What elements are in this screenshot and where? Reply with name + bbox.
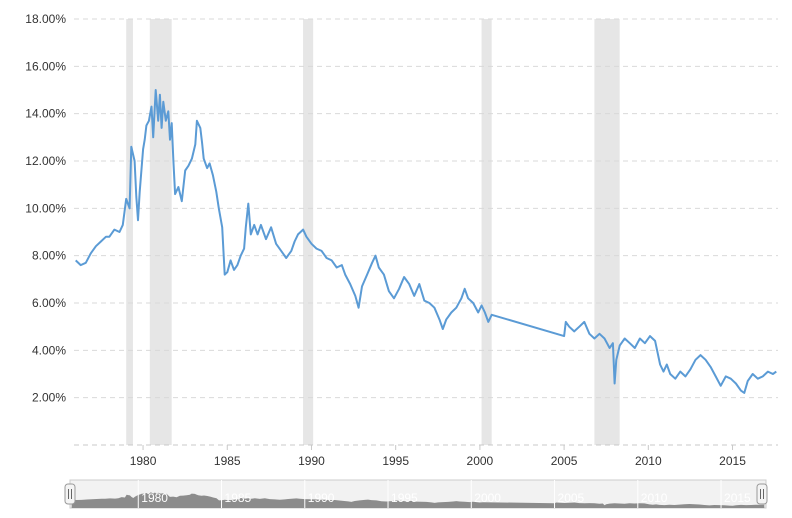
y-tick-label: 10.00%: [25, 201, 66, 215]
series-line: [75, 89, 777, 394]
navigator-right-handle[interactable]: [756, 483, 768, 505]
x-tick-label: 2005: [551, 454, 578, 468]
recession-band: [149, 19, 172, 445]
series-group: [75, 89, 777, 394]
recession-band: [126, 19, 133, 445]
navigator-left-handle[interactable]: [64, 483, 76, 505]
navigator-tick-label: 1980: [141, 491, 168, 505]
navigator-tick-label: 1985: [225, 491, 252, 505]
navigator-tick-label: 2000: [474, 491, 501, 505]
x-tick-label: 1995: [382, 454, 409, 468]
x-tick-label: 2000: [467, 454, 494, 468]
x-tick-label: 1980: [130, 454, 157, 468]
y-tick-label: 12.00%: [25, 154, 66, 168]
y-tick-label: 8.00%: [32, 249, 66, 263]
x-axis: 1980 1985 1990 1995 2000 2005 2010 2015: [130, 445, 746, 468]
recession-band: [303, 19, 314, 445]
navigator-tick-label: 2005: [558, 491, 585, 505]
recession-band: [481, 19, 492, 445]
x-tick-label: 1985: [214, 454, 241, 468]
navigator[interactable]: 1980 1985 1990 1995 2000 2005 2010 2015: [64, 479, 768, 509]
navigator-tick-label: 2015: [724, 491, 751, 505]
navigator-series-area: [71, 492, 765, 508]
navigator-tick-label: 2010: [641, 491, 668, 505]
grid-lines: [74, 18, 778, 446]
y-tick-label: 18.00%: [25, 12, 66, 26]
y-tick-label: 4.00%: [32, 343, 66, 357]
y-tick-label: 14.00%: [25, 107, 66, 121]
y-tick-label: 2.00%: [32, 391, 66, 405]
navigator-ticks: 1980 1985 1990 1995 2000 2005 2010 2015: [137, 480, 751, 508]
y-tick-label: 16.00%: [25, 59, 66, 73]
recession-band: [594, 19, 620, 445]
x-tick-label: 2010: [635, 454, 662, 468]
navigator-tick-label: 1995: [391, 491, 418, 505]
y-tick-label: 6.00%: [32, 296, 66, 310]
handle-grip[interactable]: [756, 483, 768, 505]
x-tick-label: 1990: [298, 454, 325, 468]
recession-bands: [126, 19, 620, 445]
navigator-tick-label: 1990: [308, 491, 335, 505]
handle-grip[interactable]: [64, 483, 76, 505]
y-axis: 2.00% 4.00% 6.00% 8.00% 10.00% 12.00% 14.00% 16…: [25, 12, 66, 405]
x-tick-label: 2015: [719, 454, 746, 468]
